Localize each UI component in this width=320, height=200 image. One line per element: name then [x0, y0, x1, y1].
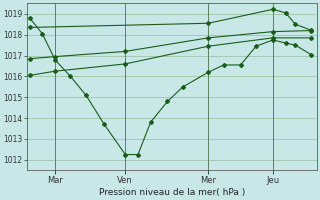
- X-axis label: Pression niveau de la mer( hPa ): Pression niveau de la mer( hPa ): [99, 188, 245, 197]
